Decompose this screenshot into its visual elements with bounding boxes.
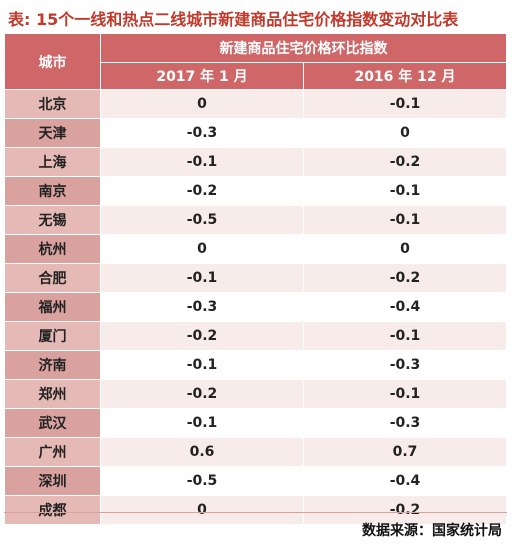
city-column-header: 城市 [4,33,101,90]
value-2016-dec-cell: -0.2 [303,263,507,293]
value-2016-dec-cell: -0.3 [303,350,507,380]
value-2017-jan-cell: 0 [100,234,304,264]
value-2016-dec-cell: -0.4 [303,466,507,496]
index-group-header: 新建商品住宅价格环比指数 [100,33,507,63]
table-row: 成都 0 -0.2 [4,495,507,525]
table-row: 天津 -0.3 0 [4,118,507,148]
table-row: 济南 -0.1 -0.3 [4,350,507,380]
city-cell: 厦门 [4,321,101,351]
table-header: 城市 新建商品住宅价格环比指数 2017 年 1 月 2016 年 12 月 [4,33,507,90]
value-2017-jan-cell: -0.1 [100,263,304,293]
city-cell: 广州 [4,437,101,467]
city-cell: 合肥 [4,263,101,293]
table-row: 合肥 -0.1 -0.2 [4,263,507,293]
city-cell: 成都 [4,495,101,525]
table-row: 北京 0 -0.1 [4,89,507,119]
value-2017-jan-cell: -0.5 [100,205,304,235]
value-2016-dec-cell: -0.4 [303,292,507,322]
value-2017-jan-cell: -0.1 [100,350,304,380]
city-cell: 天津 [4,118,101,148]
value-2017-jan-cell: -0.3 [100,118,304,148]
city-cell: 上海 [4,147,101,177]
city-cell: 济南 [4,350,101,380]
table-row: 福州 -0.3 -0.4 [4,292,507,322]
table-row: 南京 -0.2 -0.1 [4,176,507,206]
table-row: 武汉 -0.1 -0.3 [4,408,507,438]
value-2016-dec-cell: -0.1 [303,379,507,409]
city-cell: 福州 [4,292,101,322]
value-2016-dec-cell: -0.1 [303,89,507,119]
table-row: 广州 0.6 0.7 [4,437,507,467]
city-cell: 武汉 [4,408,101,438]
value-2017-jan-cell: 0 [100,495,304,525]
city-cell: 郑州 [4,379,101,409]
value-2016-dec-cell: -0.1 [303,321,507,351]
table-row: 上海 -0.1 -0.2 [4,147,507,177]
city-cell: 北京 [4,89,101,119]
column-header-2017-jan: 2017 年 1 月 [100,62,304,90]
city-cell: 深圳 [4,466,101,496]
value-2016-dec-cell: 0.7 [303,437,507,467]
value-2016-dec-cell: 0 [303,234,507,264]
value-2016-dec-cell: -0.3 [303,408,507,438]
value-2016-dec-cell: -0.2 [303,147,507,177]
value-2017-jan-cell: -0.1 [100,147,304,177]
table-row: 郑州 -0.2 -0.1 [4,379,507,409]
value-2016-dec-cell: 0 [303,118,507,148]
value-2017-jan-cell: -0.2 [100,321,304,351]
column-header-2016-dec: 2016 年 12 月 [303,62,507,90]
value-2017-jan-cell: -0.2 [100,176,304,206]
table-row: 无锡 -0.5 -0.1 [4,205,507,235]
value-2017-jan-cell: -0.2 [100,379,304,409]
value-2017-jan-cell: -0.1 [100,408,304,438]
table-row: 深圳 -0.5 -0.4 [4,466,507,496]
table-title: 表: 15个一线和热点二线城市新建商品住宅价格指数变动对比表 [8,10,459,29]
city-cell: 南京 [4,176,101,206]
divider [4,512,507,513]
value-2016-dec-cell: -0.2 [303,495,507,525]
price-index-table: 城市 新建商品住宅价格环比指数 2017 年 1 月 2016 年 12 月 北… [4,33,507,525]
table-row: 厦门 -0.2 -0.1 [4,321,507,351]
table-body: 北京 0 -0.1 天津 -0.3 0 上海 -0.1 -0.2 南京 -0.2 -0.1 无锡 -0.5… [4,89,507,525]
value-2016-dec-cell: -0.1 [303,176,507,206]
city-cell: 无锡 [4,205,101,235]
city-cell: 杭州 [4,234,101,264]
value-2017-jan-cell: -0.5 [100,466,304,496]
value-2017-jan-cell: 0 [100,89,304,119]
table-row: 杭州 0 0 [4,234,507,264]
data-source-note: 数据来源：国家统计局 [362,523,502,539]
value-2017-jan-cell: 0.6 [100,437,304,467]
value-2017-jan-cell: -0.3 [100,292,304,322]
value-2016-dec-cell: -0.1 [303,205,507,235]
